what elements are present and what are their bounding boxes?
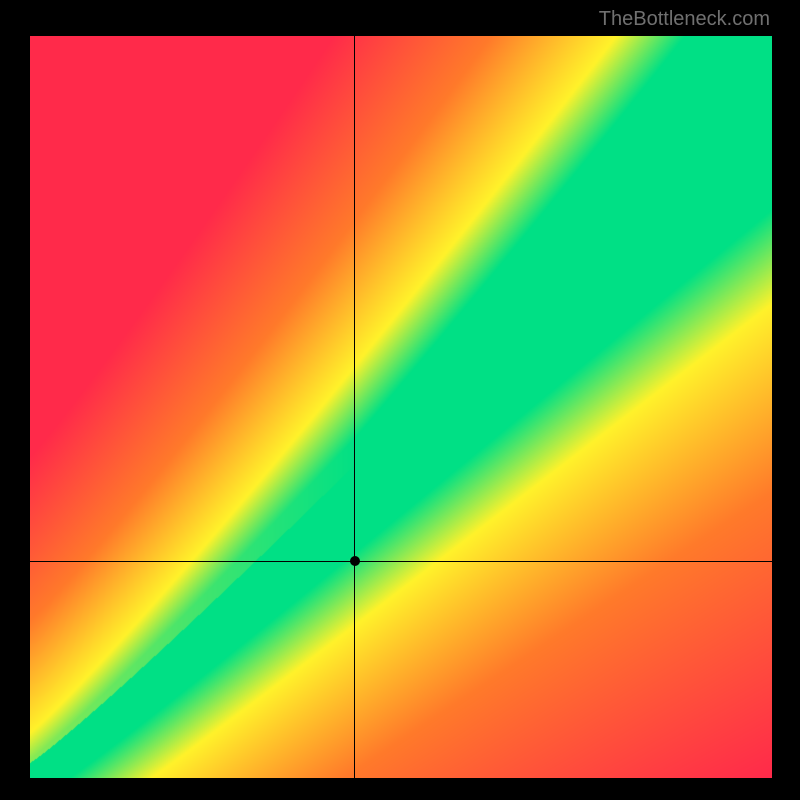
watermark-text: TheBottleneck.com xyxy=(599,8,770,31)
marker-dot xyxy=(350,556,360,566)
bottleneck-heatmap xyxy=(30,36,772,778)
crosshair-horizontal xyxy=(30,561,772,562)
crosshair-vertical xyxy=(354,36,355,778)
